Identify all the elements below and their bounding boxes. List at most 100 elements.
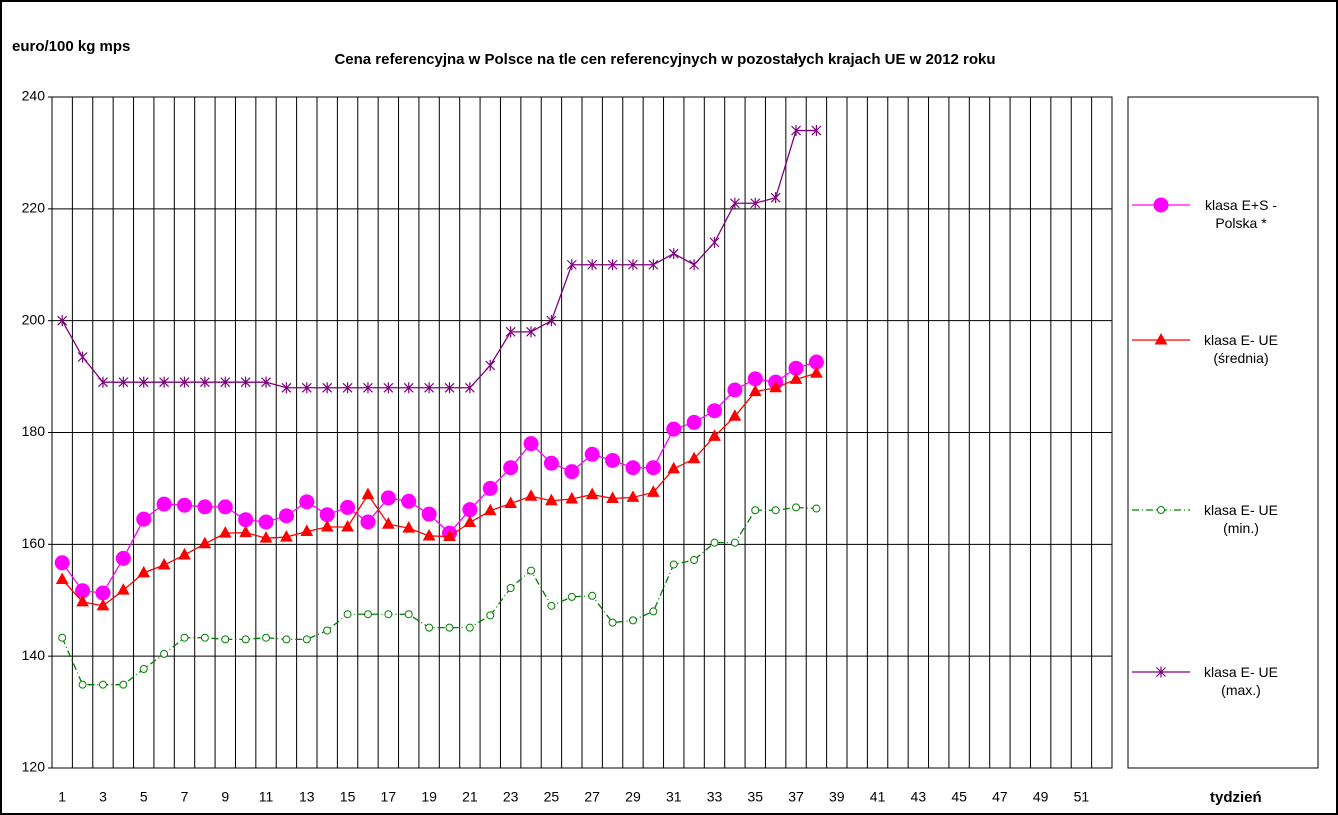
legend-box [1127, 96, 1319, 769]
data-point [709, 236, 720, 248]
data-point [649, 607, 658, 616]
data-point [403, 382, 414, 394]
data-point [259, 531, 273, 543]
x-tick-label: 11 [259, 789, 274, 805]
y-tick-label: 240 [22, 88, 46, 104]
data-point [238, 512, 254, 528]
data-point [503, 460, 519, 476]
data-point [527, 566, 536, 575]
data-point [360, 514, 376, 530]
x-tick-label: 35 [747, 789, 763, 805]
data-point [729, 197, 740, 209]
data-point [301, 382, 312, 394]
data-point [812, 504, 821, 513]
data-point [584, 446, 600, 462]
data-point [443, 529, 456, 542]
legend-label: klasa E- UE (max.) [1204, 664, 1278, 698]
data-point [483, 503, 497, 516]
data-point [585, 487, 599, 500]
data-point [280, 530, 293, 542]
x-tick-label: 1 [58, 789, 66, 805]
data-point [382, 517, 395, 529]
data-point [605, 452, 621, 468]
data-point [422, 528, 436, 541]
x-tick-label: 9 [221, 789, 229, 805]
x-tick-label: 19 [421, 789, 437, 805]
data-point [588, 591, 597, 600]
data-point [728, 409, 742, 421]
data-point [76, 594, 89, 607]
data-point [319, 507, 335, 523]
data-point [299, 494, 315, 510]
data-point [425, 623, 434, 632]
data-point [156, 496, 172, 512]
data-point [220, 376, 231, 388]
data-point [810, 366, 823, 378]
data-point [792, 503, 801, 512]
data-point [98, 680, 107, 689]
data-point [567, 592, 576, 601]
data-point [118, 376, 129, 388]
data-point [689, 259, 700, 271]
data-point [341, 519, 354, 532]
data-point [482, 480, 498, 496]
data-point [465, 623, 474, 632]
legend-marker [1157, 506, 1165, 514]
data-point [322, 382, 333, 394]
data-point [177, 497, 192, 513]
data-point [217, 499, 233, 515]
data-point [323, 626, 332, 635]
data-point [464, 382, 475, 394]
x-tick-label: 49 [1033, 789, 1049, 805]
data-point [546, 315, 557, 327]
data-point [608, 618, 617, 627]
data-point [505, 326, 516, 338]
x-axis-label: tydzień [1210, 789, 1262, 806]
data-point [523, 436, 539, 452]
x-tick-label: 23 [503, 789, 519, 805]
data-point [504, 496, 517, 509]
x-tick-label: 29 [625, 789, 641, 805]
data-point [747, 371, 763, 387]
data-point [137, 565, 151, 578]
data-point [445, 623, 454, 632]
data-point [667, 461, 681, 474]
legend-label: klasa E- UE (min.) [1204, 502, 1278, 536]
x-tick-label: 27 [584, 789, 600, 805]
data-point [506, 583, 515, 592]
data-point [281, 382, 292, 394]
data-point [384, 610, 393, 619]
data-point [769, 380, 782, 393]
x-tick-label: 51 [1074, 789, 1090, 805]
data-point [444, 382, 455, 394]
data-point [115, 550, 131, 566]
x-tick-label: 43 [911, 789, 927, 805]
x-tick-label: 17 [381, 789, 397, 805]
x-tick-label: 7 [181, 789, 189, 805]
data-point [424, 382, 435, 394]
x-tick-label: 39 [829, 789, 845, 805]
x-tick-label: 21 [462, 789, 478, 805]
data-point [625, 460, 641, 476]
legend-marker [1154, 332, 1168, 345]
data-point [648, 259, 659, 271]
data-point [462, 502, 478, 518]
data-point [543, 455, 559, 471]
data-point [199, 376, 210, 388]
data-point [607, 259, 618, 271]
data-point [771, 506, 780, 515]
data-point [95, 585, 111, 601]
data-point [200, 633, 209, 642]
series-line [61, 129, 817, 389]
data-point [710, 538, 719, 547]
data-point [258, 514, 274, 530]
x-tick-label: 15 [340, 789, 356, 805]
data-point [198, 536, 212, 549]
data-point [136, 511, 152, 527]
data-point [342, 382, 353, 394]
data-point [526, 326, 536, 338]
data-point [750, 197, 761, 209]
data-point [606, 491, 619, 503]
